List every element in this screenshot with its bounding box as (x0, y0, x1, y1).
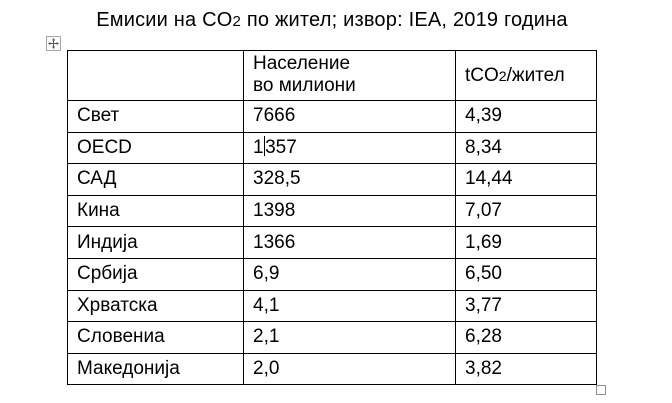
title-text-post: по жител; извор: IEA, 2019 година (241, 9, 568, 31)
table-row: OECD 1357 8,34 (67, 131, 597, 165)
country-cell[interactable]: OECD (67, 131, 244, 165)
population-text-before-caret: 1 (253, 137, 264, 159)
table-row: Словениа 2,1 6,28 (67, 321, 597, 354)
title-text-pre: Емисии на CO (96, 9, 233, 31)
table-row: Кина 1398 7,07 (67, 194, 597, 228)
population-cell[interactable]: 1366 (243, 226, 456, 259)
emissions-table: Население во милиони tCO2/жител Свет 766… (67, 50, 597, 386)
country-cell[interactable]: Македонија (67, 352, 244, 386)
country-cell[interactable]: Србија (67, 257, 244, 291)
table-row: Свет 7666 4,39 (67, 100, 597, 133)
population-cell[interactable]: 2,0 (243, 352, 456, 386)
population-cell[interactable]: 2,1 (243, 321, 456, 354)
table-resize-handle[interactable] (596, 385, 606, 395)
country-cell[interactable]: Словениа (67, 321, 244, 354)
tco2-cell[interactable]: 6,50 (455, 257, 597, 291)
header-tco2-pre: tCO (465, 64, 499, 86)
table-row: Индија 1366 1,69 (67, 226, 597, 259)
tco2-cell[interactable]: 6,28 (455, 321, 597, 354)
table-row: Македонија 2,0 3,82 (67, 352, 597, 386)
header-population-line2: во милиони (253, 75, 356, 96)
header-row: Население во милиони tCO2/жител (67, 50, 597, 101)
country-cell[interactable]: Кина (67, 194, 244, 228)
population-cell[interactable]: 1398 (243, 194, 456, 228)
population-cell[interactable]: 7666 (243, 100, 456, 133)
table-body: Свет 7666 4,39 OECD 1357 8,34 САД 328,5 … (67, 100, 597, 386)
country-cell[interactable]: Свет (67, 100, 244, 133)
country-cell[interactable]: САД (67, 163, 244, 196)
header-cell-population[interactable]: Население во милиони (243, 50, 456, 101)
tco2-cell[interactable]: 1,69 (455, 226, 597, 259)
population-cell[interactable]: 6,9 (243, 257, 456, 291)
title-co2-subscript: 2 (232, 13, 242, 30)
population-text-after-caret: 357 (265, 137, 297, 159)
table-row: САД 328,5 14,44 (67, 163, 597, 196)
move-icon (48, 38, 59, 49)
tco2-cell[interactable]: 3,77 (455, 289, 597, 323)
header-cell-tco2[interactable]: tCO2/жител (455, 50, 597, 101)
table-move-handle[interactable] (46, 36, 61, 51)
table-row: Хрватска 4,1 3,77 (67, 289, 597, 323)
tco2-cell[interactable]: 7,07 (455, 194, 597, 228)
tco2-cell[interactable]: 4,39 (455, 100, 597, 133)
header-cell-empty[interactable] (67, 50, 244, 101)
population-cell[interactable]: 1357 (243, 131, 456, 165)
population-cell[interactable]: 4,1 (243, 289, 456, 323)
tco2-cell[interactable]: 14,44 (455, 163, 597, 196)
country-cell[interactable]: Индија (67, 226, 244, 259)
header-tco2-post: /жител (506, 64, 565, 86)
tco2-cell[interactable]: 3,82 (455, 352, 597, 386)
tco2-cell[interactable]: 8,34 (455, 131, 597, 165)
population-cell[interactable]: 328,5 (243, 163, 456, 196)
country-cell[interactable]: Хрватска (67, 289, 244, 323)
document-title: Емисии на CO2 по жител; извор: IEA, 2019… (0, 9, 664, 32)
table-row: Србија 6,9 6,50 (67, 257, 597, 291)
text-cursor (263, 136, 266, 157)
header-tco2-subscript: 2 (498, 67, 507, 84)
header-population-line1: Население (253, 53, 351, 74)
